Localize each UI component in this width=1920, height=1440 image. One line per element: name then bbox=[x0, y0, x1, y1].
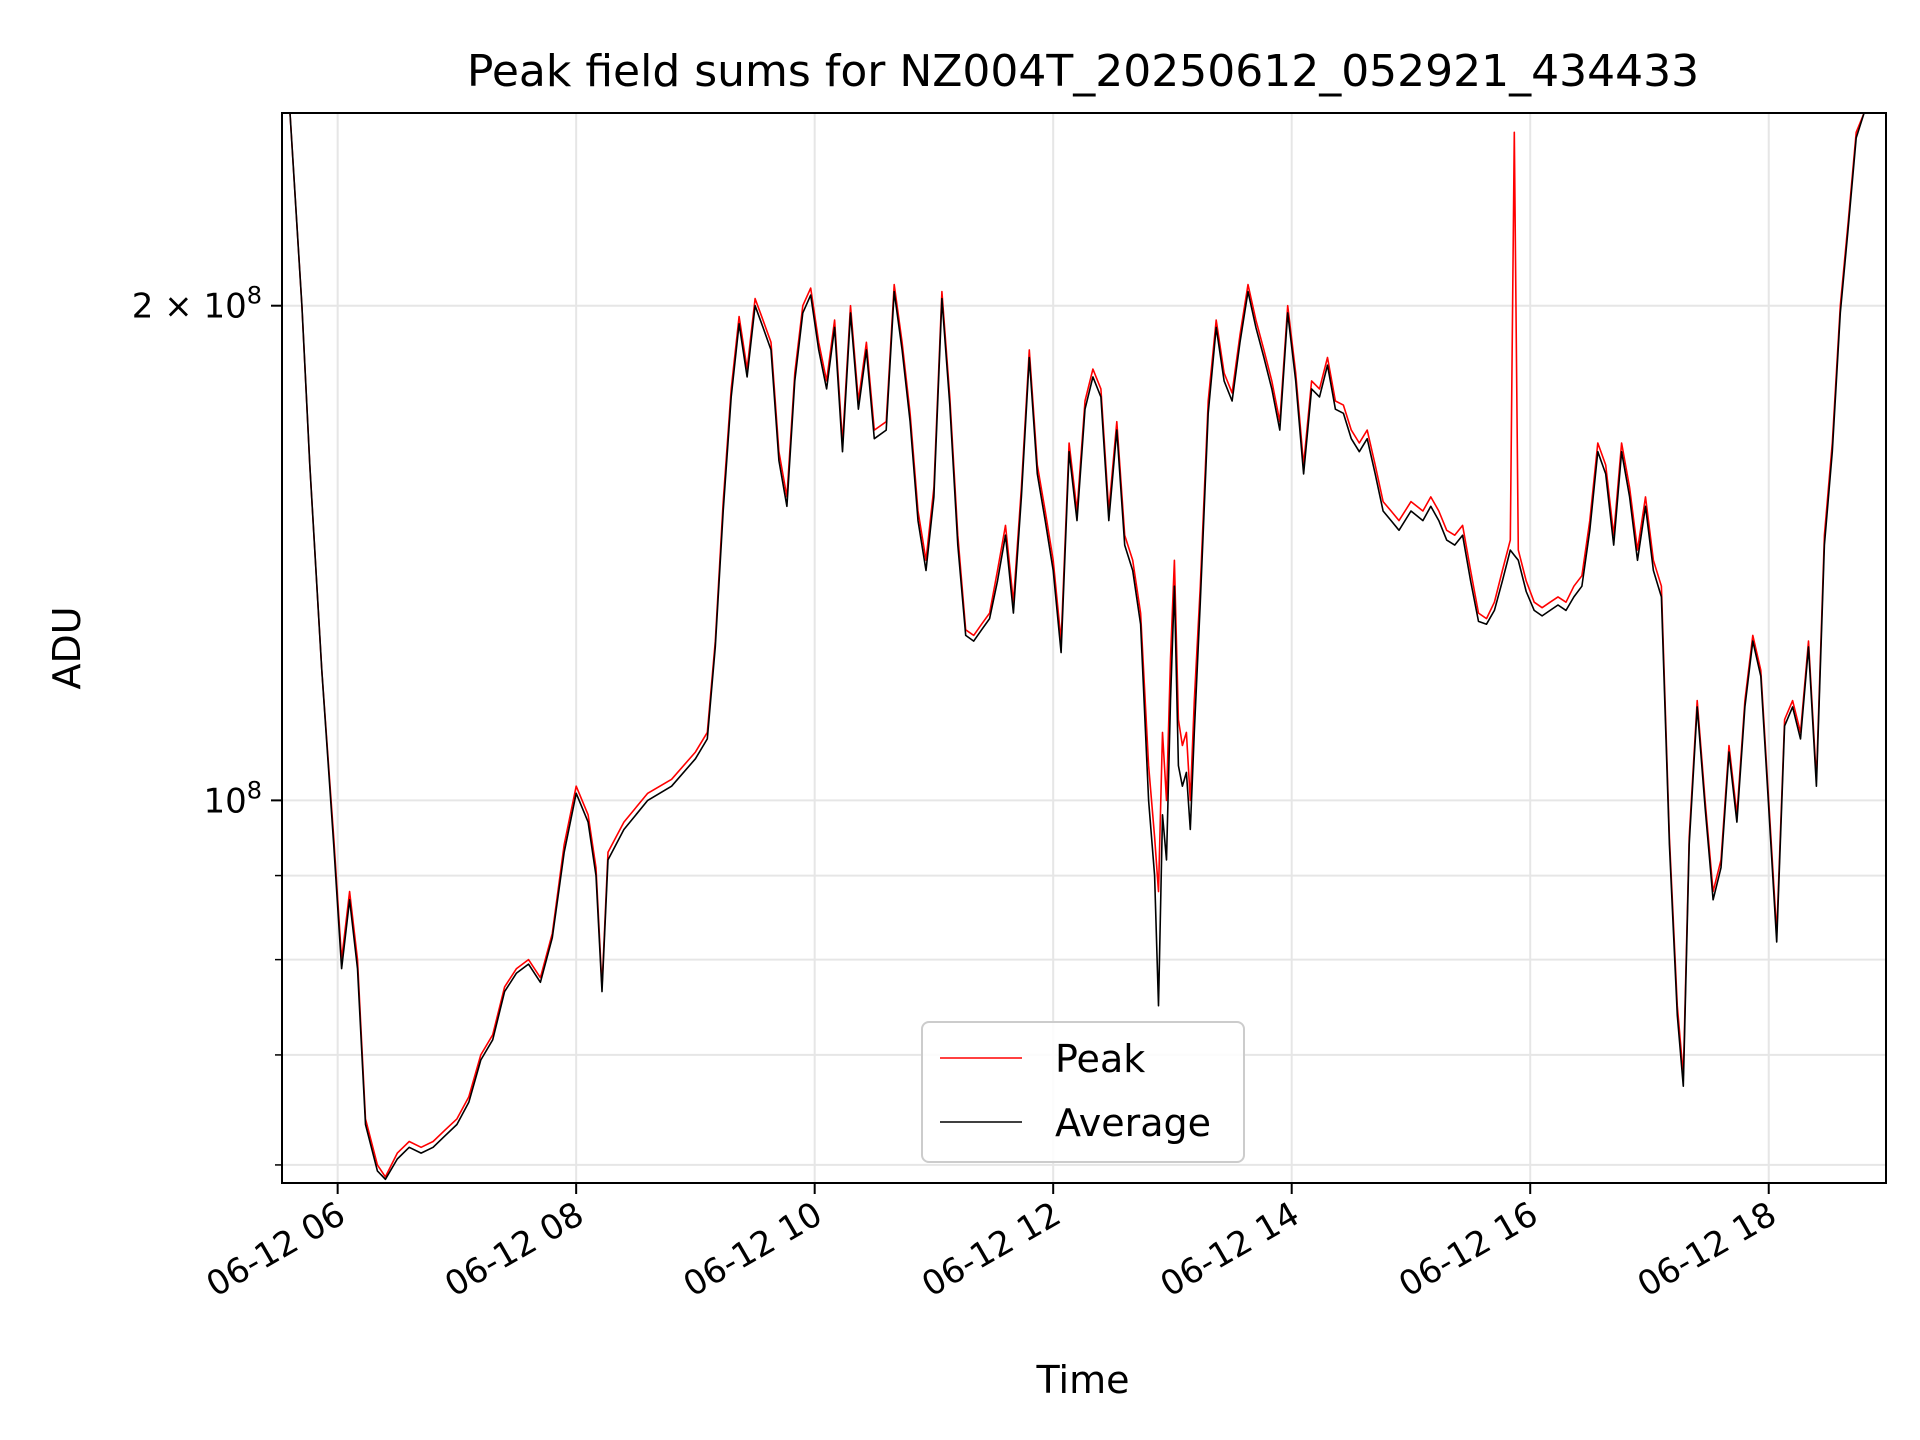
legend: Peak Average bbox=[921, 1021, 1245, 1163]
series-line-average bbox=[282, 113, 1886, 1181]
y-tick-label: 2 × 108 bbox=[132, 282, 262, 327]
y-tick-base: 10 bbox=[203, 287, 246, 327]
legend-label-average: Average bbox=[1055, 1101, 1211, 1145]
y-tick-exponent: 8 bbox=[247, 776, 262, 804]
grid bbox=[282, 113, 1886, 1183]
plot-frame bbox=[281, 112, 1887, 1184]
y-axis-label: ADU bbox=[45, 606, 89, 689]
y-tick-label: 108 bbox=[203, 776, 262, 821]
legend-box bbox=[921, 1021, 1245, 1163]
y-tick-exponent: 8 bbox=[247, 282, 262, 310]
y-tick-multiplier: 2 × bbox=[132, 287, 204, 327]
series-layer bbox=[282, 113, 1886, 1181]
series-line-peak bbox=[282, 113, 1886, 1178]
legend-label-peak: Peak bbox=[1055, 1037, 1145, 1081]
chart-title: Peak field sums for NZ004T_20250612_0529… bbox=[467, 46, 1699, 97]
y-tick-base: 10 bbox=[203, 781, 246, 821]
x-axis-label: Time bbox=[1036, 1358, 1130, 1402]
